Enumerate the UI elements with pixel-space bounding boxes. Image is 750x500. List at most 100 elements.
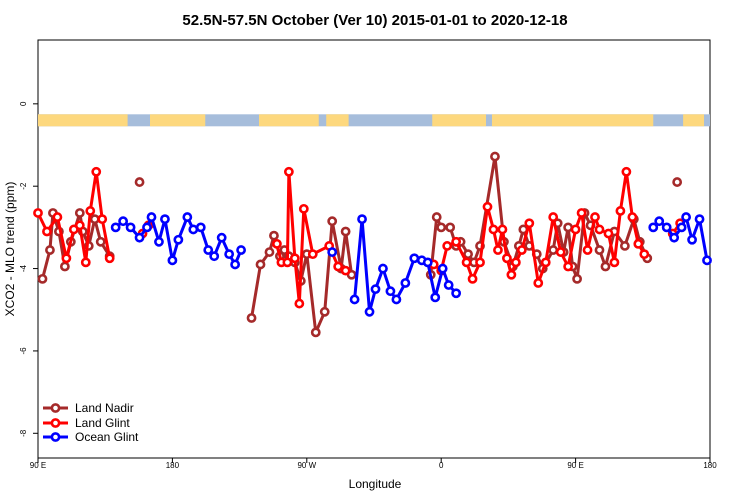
data-point-land-nadir — [563, 222, 574, 233]
data-point-ocean-glint — [203, 245, 214, 255]
data-point-ocean-glint — [160, 214, 170, 225]
data-point-ocean-glint — [364, 306, 375, 317]
data-point-ocean-glint — [173, 234, 184, 245]
data-point-land-nadir — [548, 245, 559, 255]
data-point-land-glint — [510, 257, 521, 268]
data-point-ocean-glint — [443, 280, 454, 290]
data-point-land-nadir — [246, 313, 257, 323]
data-point-ocean-glint — [654, 216, 665, 227]
data-point-land-glint — [467, 273, 478, 284]
data-point-land-glint — [548, 212, 559, 222]
data-point-land-glint — [570, 224, 581, 235]
data-point-land-nadir — [436, 222, 447, 233]
data-point-ocean-glint — [357, 214, 367, 225]
data-point-land-glint — [563, 261, 574, 272]
data-point-land-nadir — [445, 222, 456, 233]
data-point-land-glint — [475, 257, 485, 268]
data-point-land-glint — [533, 278, 544, 288]
data-point-land-glint — [621, 166, 632, 177]
data-point-ocean-glint — [422, 257, 433, 268]
band-land-6 — [683, 114, 705, 127]
data-point-ocean-glint — [400, 278, 411, 288]
x-tick-label: 90 W — [297, 461, 316, 470]
data-point-land-glint — [524, 218, 535, 229]
data-point-land-glint — [33, 208, 43, 218]
data-point-land-glint — [298, 203, 309, 214]
data-point-land-glint — [590, 212, 600, 222]
series-line-land-nadir — [250, 219, 354, 334]
data-point-land-nadir — [431, 212, 442, 222]
x-tick-label: 90 E — [30, 461, 46, 470]
data-point-ocean-glint — [409, 253, 420, 264]
legend-label-land-glint: Land Glint — [75, 416, 130, 430]
data-point-land-glint — [502, 253, 512, 264]
data-point-land-nadir — [59, 261, 70, 272]
data-point-land-glint — [516, 245, 527, 255]
data-point-land-nadir — [74, 208, 85, 218]
data-point-ocean-glint — [182, 212, 193, 222]
band-land-2 — [259, 114, 319, 127]
band-land-0 — [38, 114, 128, 127]
data-point-ocean-glint — [669, 232, 680, 243]
data-point-land-glint — [272, 238, 282, 249]
x-tick-label: 90 E — [567, 461, 583, 470]
data-point-land-glint — [97, 214, 108, 225]
data-point-land-glint — [80, 257, 91, 268]
band-land-4 — [432, 114, 486, 127]
data-point-ocean-glint — [370, 284, 381, 295]
data-point-ocean-glint — [209, 251, 220, 262]
x-tick-label: 180 — [703, 461, 717, 470]
data-point-ocean-glint — [216, 232, 227, 243]
y-tick-label: -8 — [19, 429, 28, 437]
data-point-ocean-glint — [224, 249, 235, 260]
data-point-land-glint — [555, 247, 566, 257]
data-point-land-glint — [594, 224, 605, 235]
land-ocean-band — [38, 114, 710, 127]
data-point-ocean-glint — [378, 263, 388, 274]
data-point-land-glint — [52, 212, 63, 222]
y-axis-title: XCO2 - MLO trend (ppm) — [3, 182, 17, 317]
data-point-land-nadir — [269, 230, 279, 241]
data-point-land-glint — [340, 265, 351, 276]
data-point-ocean-glint — [327, 247, 338, 257]
data-point-land-glint — [307, 249, 318, 260]
data-point-land-glint — [85, 206, 96, 216]
data-point-land-glint — [461, 257, 472, 268]
data-point-land-nadir — [672, 177, 683, 187]
data-point-land-glint — [289, 253, 300, 264]
data-point-land-glint — [91, 166, 102, 177]
data-point-ocean-glint — [146, 212, 157, 222]
data-point-ocean-glint — [702, 255, 712, 266]
data-point-land-glint — [42, 226, 52, 237]
data-point-land-nadir — [264, 247, 275, 257]
data-point-land-glint — [497, 224, 508, 235]
data-point-ocean-glint — [687, 234, 697, 245]
data-point-land-glint — [615, 206, 626, 216]
data-point-ocean-glint — [385, 286, 396, 297]
data-point-land-glint — [488, 224, 499, 235]
y-tick-label: -2 — [19, 182, 28, 190]
x-tick-label: 180 — [166, 461, 180, 470]
data-point-land-glint — [627, 212, 638, 222]
x-tick-label: 0 — [439, 461, 444, 470]
band-land-3 — [326, 114, 349, 127]
x-axis: 90 E 180 90 W 0 90 E 180 — [30, 458, 717, 470]
data-point-land-glint — [603, 228, 614, 239]
data-point-ocean-glint — [195, 222, 206, 233]
data-point-ocean-glint — [134, 232, 145, 243]
legend-marker-ocean-glint — [50, 432, 61, 442]
data-point-land-nadir — [619, 241, 630, 251]
data-point-land-glint — [576, 208, 587, 218]
legend-label-land-nadir: Land Nadir — [75, 401, 134, 415]
data-point-ocean-glint — [110, 222, 121, 233]
data-point-ocean-glint — [236, 245, 246, 255]
data-point-land-nadir — [600, 261, 611, 272]
data-point-ocean-glint — [142, 222, 152, 233]
y-axis: 0 -2 -4 -6 -8 — [19, 101, 38, 437]
x-axis-title: Longitude — [349, 477, 402, 491]
data-point-land-nadir — [310, 327, 321, 338]
data-point-land-glint — [333, 261, 344, 272]
y-tick-label: -6 — [19, 347, 28, 355]
data-point-land-glint — [582, 245, 593, 255]
series-ocean-glint — [110, 212, 712, 317]
